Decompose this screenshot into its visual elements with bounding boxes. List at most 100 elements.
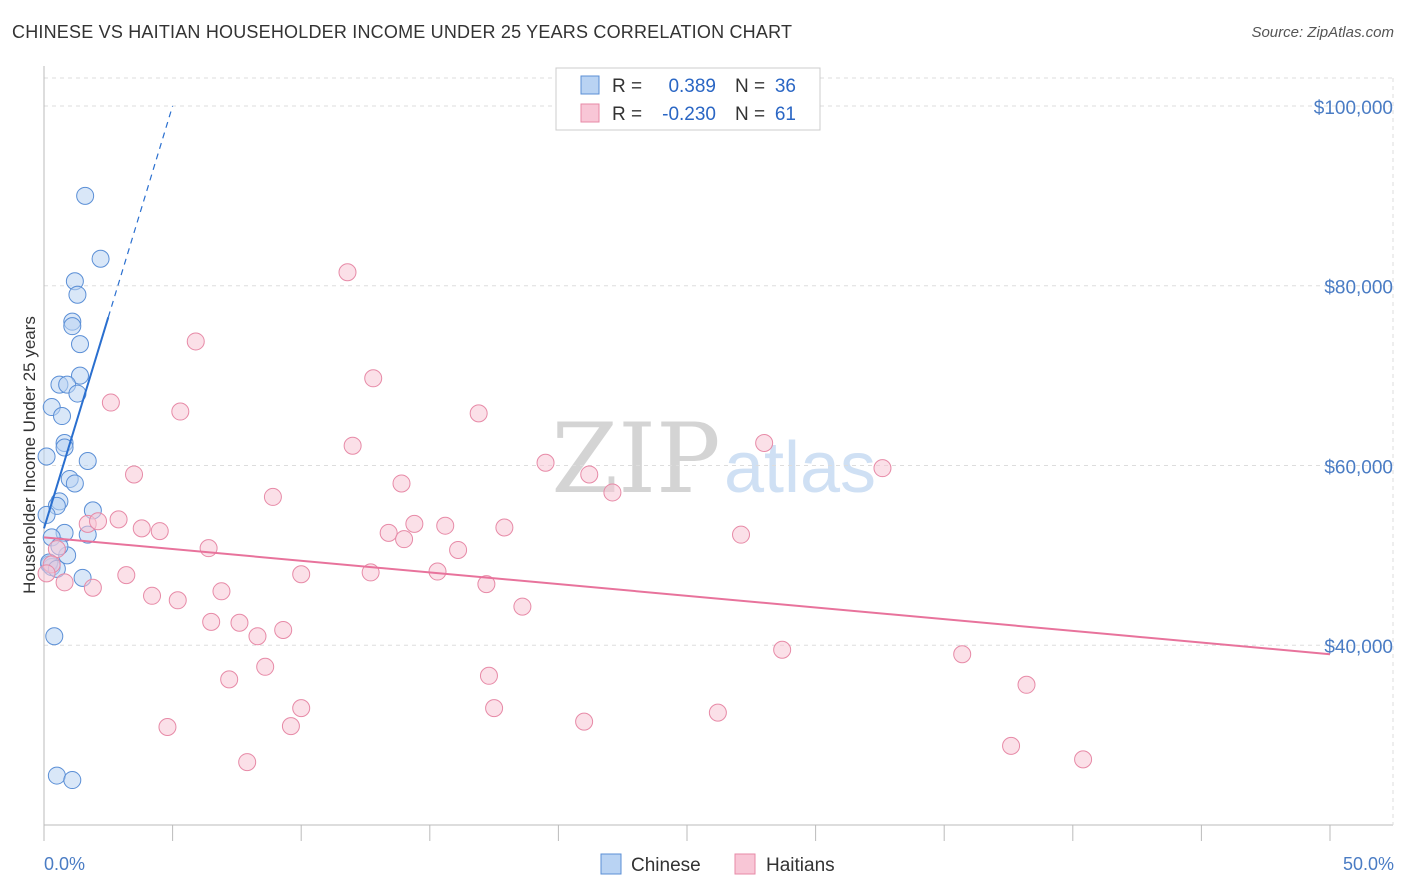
legend-swatch-haitians [580,103,600,123]
legend-r-label-haitians: R = [612,104,642,125]
haitian-point [392,474,411,493]
y-tick-label: $100,000 [1314,98,1393,119]
haitian-point [125,465,144,484]
haitian-point [495,518,514,537]
chinese-point [68,285,87,304]
legend-r-value-haitians: -0.230 [662,104,716,125]
haitian-point [364,369,383,388]
chinese-point [37,447,56,466]
haitian-point [1002,736,1021,755]
haitian-point [101,393,120,412]
source-label: Source: ZipAtlas.com [1251,24,1394,41]
correlation-legend: R = 0.389 N = 36 R = -0.230 N = 61 [555,67,821,131]
haitian-point [263,487,282,506]
haitian-point [89,512,108,531]
scatter-points [37,186,1093,790]
y-tick-label: $80,000 [1324,278,1393,299]
chinese-point [37,505,56,524]
haitian-point [469,404,488,423]
legend-r-label-chinese: R = [612,76,642,97]
haitian-point [47,540,66,559]
haitian-point [1017,675,1036,694]
haitian-point [395,530,414,549]
chinese-point [47,766,66,785]
haitian-point [117,566,136,585]
legend-n-value-chinese: 36 [775,76,796,97]
haitian-point [55,573,74,592]
haitian-point [83,578,102,597]
chinese-point [55,438,74,457]
chinese-point [76,186,95,205]
chinese-point [91,249,110,268]
haitian-point [150,522,169,541]
axes [43,66,1394,841]
haitian-point [477,575,496,594]
haitian-point [212,582,231,601]
y-tick-label: $40,000 [1324,637,1393,658]
y-axis-label: Householder Income Under 25 years [20,316,39,594]
haitian-point [292,699,311,718]
haitian-point [292,565,311,584]
haitian-point [379,523,398,542]
haitian-point [513,597,532,616]
bottom-legend-haitians: Haitians [766,855,835,876]
haitian-point [37,564,56,583]
legend-n-value-haitians: 61 [775,104,796,125]
chart-title: CHINESE VS HAITIAN HOUSEHOLDER INCOME UN… [12,22,793,42]
chinese-trend-line [43,316,110,529]
haitian-point [428,562,447,581]
x-tick-label-max: 50.0% [1343,854,1394,874]
haitian-point [338,263,357,282]
chinese-point [71,366,90,385]
haitian-point [171,402,190,421]
trend-lines [43,105,1331,656]
haitian-point [143,586,162,605]
legend-n-label-chinese: N = [735,76,765,97]
haitian-point [202,612,221,631]
haitian-point [449,540,468,559]
chinese-point [53,407,72,426]
x-tick-label-min: 0.0% [44,854,85,874]
haitian-point [479,666,498,685]
gridlines: $100,000 $80,000 $60,000 $40,000 [44,77,1393,658]
haitian-point [485,699,504,718]
y-tick-label: $60,000 [1324,457,1393,478]
haitian-point [220,670,239,689]
bottom-legend-swatch-chinese [600,853,622,875]
legend-swatch-chinese [580,75,600,95]
bottom-legend-swatch-haitians [734,853,756,875]
haitian-point [580,465,599,484]
chinese-point [65,474,84,493]
haitian-point [603,483,622,502]
haitian-point [773,640,792,659]
legend-n-label-haitians: N = [735,104,765,125]
bottom-legend-chinese: Chinese [631,855,701,876]
haitian-point [708,703,727,722]
haitian-point [436,516,455,535]
haitian-point [755,434,774,453]
watermark-atlas: atlas [724,428,876,508]
chinese-point [63,317,82,336]
chinese-point [71,335,90,354]
haitian-point [248,627,267,646]
haitian-point [186,332,205,351]
haitian-point [158,718,177,737]
haitian-trend-line [43,536,1331,656]
chinese-point [45,627,64,646]
legend-box [555,67,821,131]
haitian-point [238,753,257,772]
haitian-point [281,717,300,736]
haitian-point [230,613,249,632]
haitian-point [953,645,972,664]
haitian-point [873,459,892,478]
chinese-point [63,771,82,790]
haitian-point [132,519,151,538]
haitian-point [109,510,128,529]
haitian-point [343,436,362,455]
haitian-point [732,525,751,544]
haitian-point [1074,750,1093,769]
haitian-point [575,712,594,731]
chinese-point [78,451,97,470]
haitian-point [536,453,555,472]
